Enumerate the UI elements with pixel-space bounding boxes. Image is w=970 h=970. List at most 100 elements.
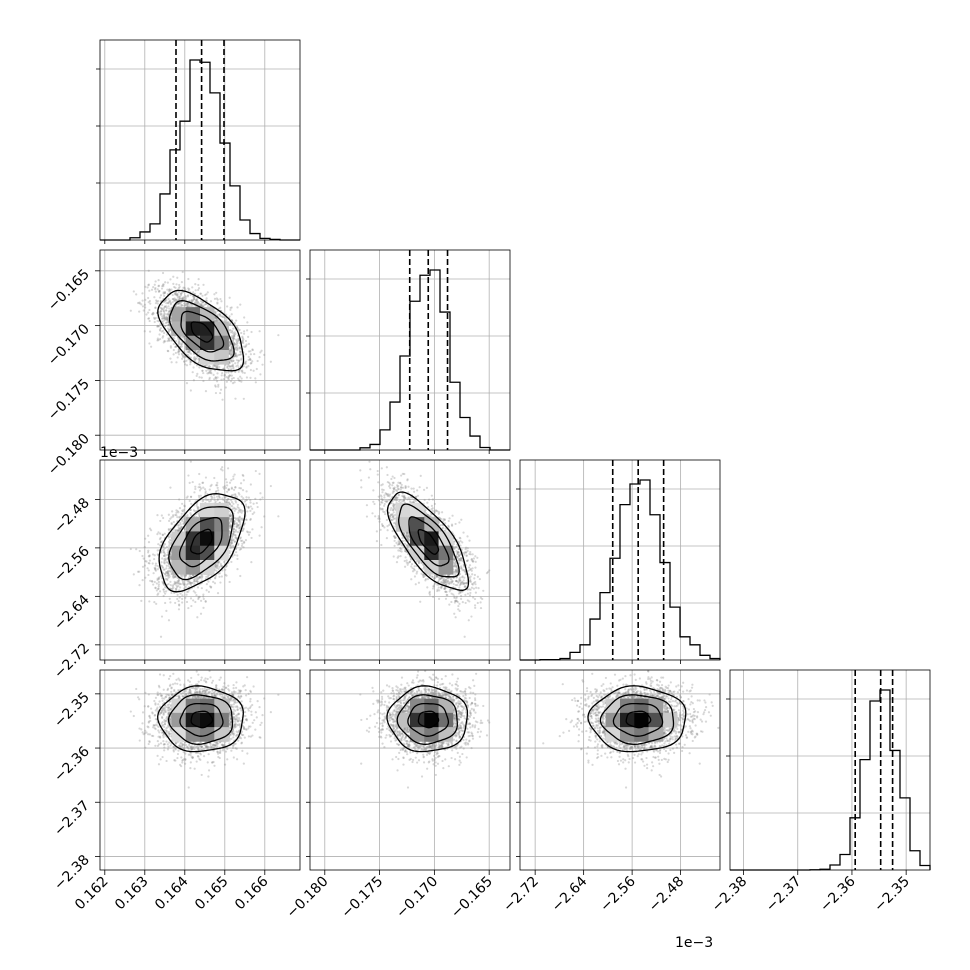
sample-point (238, 537, 242, 540)
sample-point (202, 595, 205, 598)
sample-point (237, 377, 240, 380)
sample-point (213, 499, 216, 502)
sample-point (242, 546, 245, 549)
sample-point (188, 299, 191, 302)
sample-point (175, 361, 178, 364)
sample-point (157, 592, 160, 595)
sample-point (177, 302, 180, 305)
sample-point (232, 502, 235, 505)
sample-point (215, 565, 218, 568)
sample-point (187, 302, 190, 306)
sample-point (148, 559, 152, 562)
sample-point (233, 553, 236, 557)
sample-point (231, 363, 234, 366)
sample-point (141, 565, 145, 568)
sample-point (165, 316, 168, 319)
sample-point (219, 297, 222, 301)
sample-point (179, 294, 183, 297)
sample-point (183, 302, 186, 305)
sample-point (214, 376, 217, 379)
sample-point (174, 601, 177, 605)
sample-point (227, 367, 230, 371)
sample-point (231, 382, 235, 385)
sample-point (198, 489, 202, 492)
sample-point (233, 337, 236, 340)
sample-point (186, 495, 189, 498)
sample-point (230, 538, 233, 541)
sample-point (244, 353, 248, 356)
sample-point (165, 333, 169, 336)
sample-point (174, 286, 177, 289)
sample-point (245, 365, 248, 368)
sample-point (216, 301, 219, 304)
sample-point (175, 339, 178, 343)
sample-point (204, 390, 208, 393)
sample-point (238, 516, 241, 519)
sample-point (189, 360, 192, 363)
sample-point (220, 315, 223, 318)
sample-point (208, 370, 212, 373)
sample-point (236, 344, 239, 347)
sample-point (172, 586, 175, 589)
sample-point (238, 379, 241, 382)
sample-point (239, 358, 243, 361)
sample-point (235, 325, 239, 328)
sample-point (204, 600, 207, 603)
sample-point (154, 306, 157, 309)
sample-point (184, 596, 187, 599)
sample-point (201, 500, 204, 503)
sample-point (197, 511, 200, 515)
sample-point (250, 361, 253, 365)
sample-point (190, 299, 194, 302)
sample-point (188, 350, 191, 353)
hist-panel-1 (306, 249, 511, 451)
sample-point (147, 284, 150, 287)
contour-level-2 (168, 300, 235, 362)
sample-point (182, 581, 185, 584)
sample-point (176, 576, 179, 579)
sample-point (215, 377, 218, 380)
sample-point (189, 581, 192, 584)
sample-point (168, 289, 172, 292)
sample-point (156, 288, 159, 291)
sample-point (154, 306, 157, 310)
sample-point (147, 561, 150, 565)
sample-point (199, 292, 202, 295)
sample-point (158, 337, 162, 341)
sample-point (171, 301, 174, 304)
sample-point (234, 362, 237, 365)
sample-point (186, 294, 190, 297)
sample-point (163, 292, 167, 295)
sample-point (229, 524, 232, 527)
sample-point (215, 366, 218, 369)
sample-point (229, 380, 233, 383)
sample-point (185, 364, 189, 367)
sample-point (206, 304, 210, 308)
sample-point (177, 291, 181, 294)
sample-point (160, 313, 163, 316)
sample-point (182, 518, 185, 521)
sample-point (166, 349, 169, 352)
sample-point (218, 496, 221, 499)
sample-point (189, 389, 192, 392)
sample-point (170, 591, 173, 595)
contour-level-0 (190, 321, 214, 343)
sample-point (189, 363, 192, 366)
sample-point (232, 367, 235, 370)
sample-point (235, 359, 239, 362)
sample-point (215, 291, 218, 294)
sample-point (205, 369, 208, 372)
sample-point (199, 303, 203, 306)
sample-point (241, 339, 244, 342)
sample-point (161, 304, 164, 307)
sample-point (222, 486, 225, 489)
sample-point (168, 288, 171, 291)
hist-panel-2 (516, 459, 721, 661)
sample-point (165, 564, 168, 567)
sample-point (243, 330, 246, 333)
sample-point (231, 339, 235, 342)
sample-point (165, 318, 169, 321)
sample-point (261, 496, 264, 499)
sample-point (252, 369, 255, 372)
sample-point (188, 580, 191, 583)
